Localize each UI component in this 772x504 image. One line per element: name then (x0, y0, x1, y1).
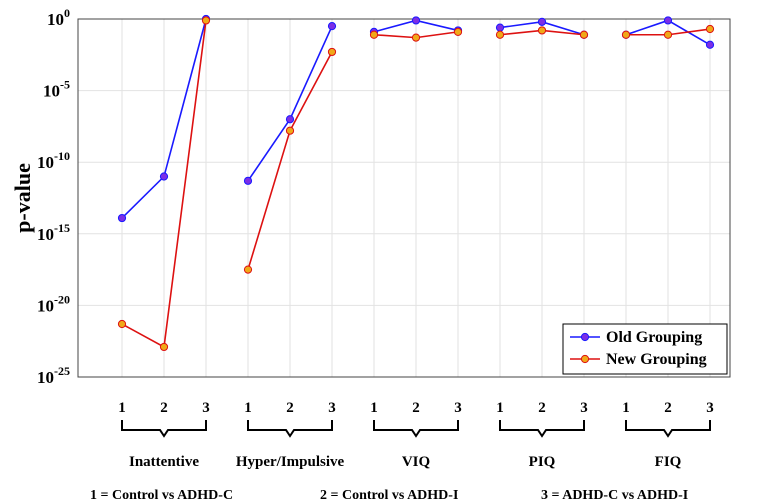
data-point (327, 47, 337, 57)
data-point (369, 30, 379, 39)
x-tick-label: 1 (622, 400, 630, 416)
y-tick-label: 10-25 (37, 364, 70, 387)
data-point (495, 30, 505, 39)
y-tick-labels: 100 10-5 10-10 10-15 10-20 10-25 (37, 6, 70, 387)
group-bracket (625, 420, 711, 438)
data-point (285, 115, 295, 124)
y-tick-label: 100 (47, 6, 70, 29)
x-tick-label: 2 (286, 400, 294, 416)
x-tick-labels: 1 2 3 1 2 3 1 2 3 1 2 3 1 2 3 (118, 400, 714, 416)
x-tick-label: 2 (538, 400, 546, 416)
legend-label-new: New Grouping (606, 351, 707, 368)
group-label: PIQ (529, 454, 556, 470)
data-point (705, 40, 715, 49)
group-label: Inattentive (129, 454, 199, 470)
x-tick-label: 1 (370, 400, 378, 416)
group-label: FIQ (655, 454, 682, 470)
data-point (117, 319, 127, 329)
data-point (453, 27, 463, 36)
data-point (537, 26, 547, 35)
x-tick-label: 2 (160, 400, 168, 416)
data-point (243, 176, 253, 185)
data-point (117, 213, 127, 223)
group-bracket (247, 420, 333, 438)
x-tick-label: 3 (580, 400, 588, 416)
legend-marker-new (580, 354, 590, 364)
grid-lines (78, 18, 730, 378)
legend-box (562, 323, 728, 375)
footnote-2: 2 = Control vs ADHD-I (320, 488, 458, 503)
group-bracket (373, 420, 459, 438)
legend-marker-old (580, 332, 590, 342)
x-tick-label: 2 (412, 400, 420, 416)
x-tick-label: 1 (496, 400, 504, 416)
series-new-grouping (117, 16, 715, 352)
footnote-3: 3 = ADHD-C vs ADHD-I (541, 488, 688, 503)
x-tick-label: 2 (664, 400, 672, 416)
plot-frame (77, 18, 731, 378)
group-label: Hyper/Impulsive (236, 454, 345, 470)
data-point (411, 16, 421, 25)
data-point (159, 172, 169, 181)
data-point (579, 30, 589, 39)
x-tick-label: 3 (202, 400, 210, 416)
data-point (621, 30, 631, 39)
legend-label-old: Old Grouping (606, 329, 702, 346)
data-point (663, 16, 673, 25)
group-bracket (121, 420, 207, 438)
data-point (411, 33, 421, 42)
data-point (159, 342, 169, 352)
y-tick-label: 10-10 (37, 149, 70, 172)
legend: Old Grouping New Grouping (562, 323, 728, 375)
series-lines (117, 14, 715, 352)
group-label: VIQ (402, 454, 431, 470)
y-tick-label: 10-5 (43, 78, 70, 101)
data-point (285, 126, 295, 135)
x-tick-label: 3 (454, 400, 462, 416)
y-tick-label: 10-15 (37, 221, 70, 244)
group-bracket (499, 420, 585, 438)
y-axis-title: p-value (10, 163, 35, 233)
data-point (705, 24, 715, 34)
x-tick-label: 1 (244, 400, 252, 416)
y-tick-label: 10-20 (37, 292, 70, 315)
data-point (663, 30, 673, 39)
footnote-1: 1 = Control vs ADHD-C (90, 488, 233, 503)
x-tick-label: 1 (118, 400, 126, 416)
data-point (495, 23, 505, 32)
data-point (327, 22, 337, 31)
data-point (201, 16, 211, 25)
group-brackets: Inattentive Hyper/Impulsive VIQ PIQ FIQ (121, 420, 711, 470)
data-point (537, 17, 547, 26)
x-tick-label: 3 (328, 400, 336, 416)
data-point (243, 265, 253, 274)
x-tick-label: 3 (706, 400, 714, 416)
